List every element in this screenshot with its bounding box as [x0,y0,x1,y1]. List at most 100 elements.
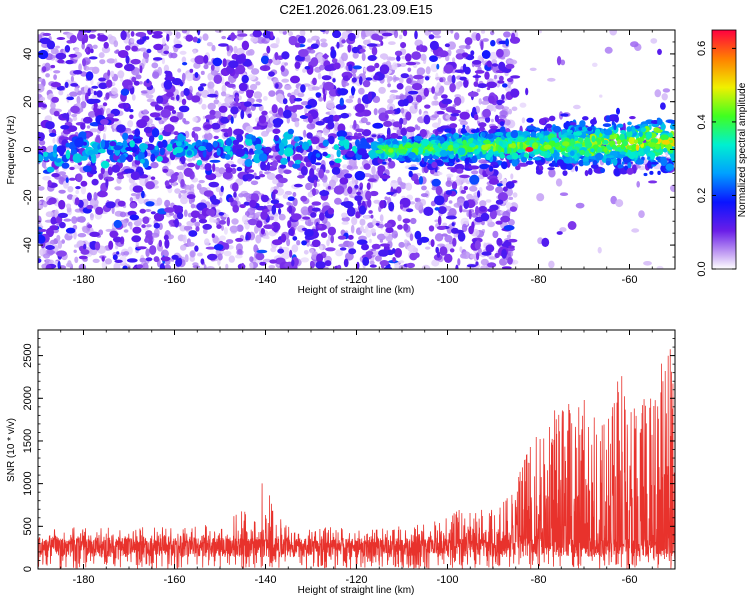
spectrogram-cell [486,60,492,68]
colorbar-tick-label: 0.6 [696,41,708,56]
spectrogram-cell [77,233,87,238]
spectrogram-cell [89,56,98,60]
spectrogram-cell [356,239,368,245]
spectrogram-cell [187,158,193,162]
spectrogram-cell [225,167,233,173]
spectrogram-cell [552,149,559,158]
spectrogram-cell [336,130,348,138]
spectrogram-cell [100,139,106,149]
spectrogram-cell [612,157,618,166]
spectrogram-cell [103,176,115,182]
spectrogram-cell [491,63,499,67]
spectrogram-cell [38,154,44,163]
spectrogram-cell [647,160,652,169]
spectrogram-cell [400,182,407,190]
spectrogram-cell [178,192,182,199]
spectrogram-cell [470,50,475,56]
spectrogram-cell [69,166,75,171]
spectrogram-cell [603,147,608,153]
spectrogram-cell [508,59,518,65]
spectrogram-cell [480,100,490,105]
spectrogram-cell [626,126,632,132]
spectrogram-cell [347,44,352,53]
spectrogram-cell [194,72,199,78]
spectrogram-cell [511,152,519,160]
spectrogram-cell [258,153,268,162]
spectrogram-cell [224,96,234,105]
spectrogram-cell [86,125,91,129]
spectrogram-cell [205,246,216,250]
spectrogram-cell [43,253,50,259]
spectrogram-cell [341,221,349,225]
spectrogram-cell [360,137,367,147]
spectrogram-cell [510,142,517,149]
spectrogram-cell [229,225,239,233]
spectrogram-cell [43,151,48,157]
spectrogram-cell [454,69,466,73]
spectrogram-cell [405,53,412,62]
spectrogram-cell [288,205,293,214]
spectrogram-cell [90,78,94,86]
spectrogram-cell [354,103,365,113]
spectrogram-cell [475,32,481,42]
spectrogram-cell [306,132,313,139]
spectrogram-cell [59,136,70,141]
spectrogram-cell [402,218,411,224]
spectrogram-cell [445,215,457,220]
spectrogram-cell [247,113,252,119]
spectrogram-cell [474,70,485,74]
spectrogram-cell [584,170,589,177]
spectrogram-cell [505,181,515,189]
spectrogram-cell [351,46,360,54]
spectrogram-cell [657,118,663,126]
spectrogram-cell [371,165,376,175]
spectrogram-cell [380,153,385,160]
spectrogram-cell [384,196,389,201]
spectrogram-cell [471,170,479,175]
spectrogram-cell [127,134,134,140]
spectrogram-cell [142,216,150,224]
spectrogram-cell [125,55,130,64]
spectrogram-cell [515,165,521,171]
spectrogram-cell [98,148,106,154]
spectrogram-cell [365,190,372,201]
spectrogram-cell [153,222,160,229]
spectrogram-cell [347,234,354,240]
spectrogram-cell [253,244,259,253]
spectrogram-cell [547,167,555,171]
spectrogram-cell [117,200,126,207]
spectrogram-cell [399,63,407,67]
spectrogram-cell [78,162,82,166]
spectrogram-cell [293,136,300,142]
spectrogram-cell [590,148,595,153]
spectrogram-cell [141,190,145,199]
spectrogram-cell [144,237,150,243]
spectrogram-cell [337,88,349,96]
spectrogram-cell [75,186,81,190]
spectrogram-cell [197,30,201,36]
spectrogram-cell [359,76,363,86]
spectrogram-cell [496,99,503,106]
spectrogram-cell [70,105,80,114]
spectrogram-cell [98,52,105,59]
spectrogram-cell [45,121,55,130]
spectrogram-cell [425,66,431,75]
spectrogram-cell [164,199,171,208]
spectrogram-cell [228,197,234,203]
spectrogram-cell [573,104,581,110]
spectrogram-cell [61,239,65,244]
spectrogram-cell [485,244,495,253]
spectrogram-cell [476,252,480,261]
spectrogram-cell [259,174,266,178]
spectrogram-cell [437,117,442,125]
spectrogram-cell [133,80,140,86]
spectrogram-cell [203,124,213,130]
spectrogram-cell [362,79,371,88]
spectrogram-cell [340,112,350,119]
spectrogram-cell [458,45,468,49]
spectrogram-cell [403,98,409,107]
spectrogram-cell [97,124,105,132]
spectrogram-cell [142,109,149,115]
spectrogram-cell [502,140,506,145]
spectrogram-cell [590,164,599,169]
